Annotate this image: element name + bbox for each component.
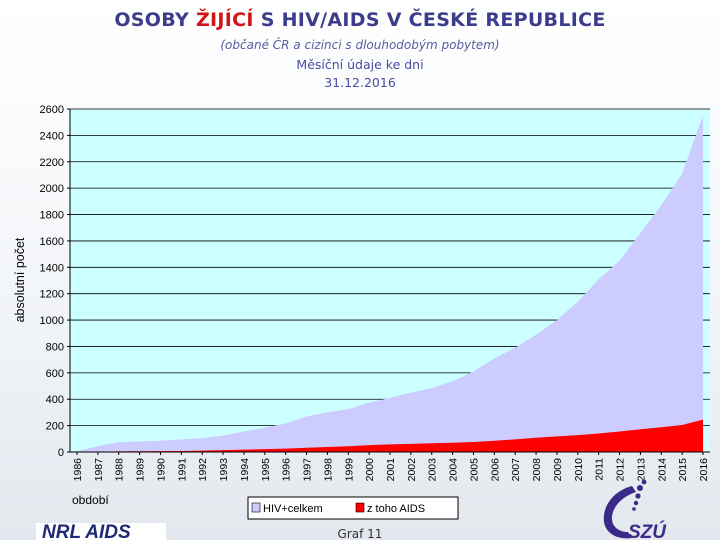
title-part1: OSOBY xyxy=(114,9,196,31)
x-tick-label: 2010 xyxy=(573,458,585,482)
y-tick-label: 1400 xyxy=(40,262,64,274)
x-tick-label: 1986 xyxy=(72,458,84,482)
aids-area xyxy=(77,419,703,452)
nrl-aids-logo: NRL AIDS xyxy=(36,523,166,540)
x-tick-label: 2014 xyxy=(656,458,668,482)
chart-title: OSOBY ŽIJÍCÍ S HIV/AIDS V ČESKÉ REPUBLIC… xyxy=(0,9,720,31)
x-tick-label: 2002 xyxy=(406,458,418,482)
hiv-total-area xyxy=(77,115,703,452)
y-tick-label: 0 xyxy=(58,447,64,459)
x-tick-label: 1999 xyxy=(343,458,355,482)
x-tick-label: 2000 xyxy=(364,458,376,482)
legend-swatch-hiv xyxy=(251,502,261,513)
nrl-aids-text: NRL AIDS xyxy=(42,523,131,540)
x-tick-label: 1996 xyxy=(281,458,293,482)
x-tick-label: 1997 xyxy=(302,458,314,482)
y-tick-label: 1200 xyxy=(40,289,64,301)
y-tick-label: 2600 xyxy=(40,104,64,116)
x-tick-label: 1993 xyxy=(218,458,230,482)
x-tick-label: 1990 xyxy=(155,458,167,482)
y-tick-label: 1000 xyxy=(40,315,64,327)
y-tick-label: 2000 xyxy=(40,183,64,195)
x-tick-label: 1998 xyxy=(322,458,334,482)
legend-label-hiv: HIV+celkem xyxy=(263,503,323,515)
title-part3: S HIV/AIDS V ČESKÉ REPUBLICE xyxy=(253,9,606,31)
x-tick-label: 2004 xyxy=(448,458,460,482)
y-tick-label: 1600 xyxy=(40,236,64,248)
y-axis-label: absolutní počet xyxy=(13,237,27,322)
y-tick-label: 2400 xyxy=(40,130,64,142)
chart-subtitle: (občané ČR a cizinci s dlouhodobým pobyt… xyxy=(220,38,500,52)
x-tick-label: 2016 xyxy=(698,458,710,482)
date-caption: Měsíční údaje ke dni xyxy=(296,57,424,72)
x-tick-label: 2006 xyxy=(489,458,501,482)
y-tick-label: 600 xyxy=(46,368,64,380)
x-tick-label: 1989 xyxy=(135,458,147,482)
x-tick-label: 2003 xyxy=(427,458,439,482)
graph-number: Graf 11 xyxy=(337,527,383,541)
x-tick-label: 1992 xyxy=(197,458,209,482)
y-tick-label: 2200 xyxy=(40,157,64,169)
x-tick-label: 1994 xyxy=(239,458,251,482)
szu-logo: SZÚ xyxy=(603,479,667,540)
legend: HIV+celkem z toho AIDS xyxy=(247,496,459,520)
legend-swatch-aids xyxy=(355,502,365,513)
y-tick-label: 1800 xyxy=(40,210,64,222)
x-tick-label: 2001 xyxy=(385,458,397,482)
title-highlight: ŽIJÍCÍ xyxy=(195,9,254,31)
y-tick-label: 400 xyxy=(46,394,64,406)
x-tick-label: 2007 xyxy=(510,458,522,482)
x-tick-label: 2015 xyxy=(677,458,689,482)
x-tick-label: 1988 xyxy=(114,458,126,482)
date-value: 31.12.2016 xyxy=(324,75,396,90)
x-tick-label: 2008 xyxy=(531,458,543,482)
x-tick-label: 1991 xyxy=(176,458,188,482)
y-tick-label: 800 xyxy=(46,341,64,353)
szu-logo-text: SZÚ xyxy=(628,521,667,540)
x-tick-label: 1987 xyxy=(93,458,105,482)
x-tick-label: 1995 xyxy=(260,458,272,482)
x-axis-label: období xyxy=(72,493,109,507)
szu-logo-icon xyxy=(603,479,647,539)
y-tick-label: 200 xyxy=(46,421,64,433)
legend-label-aids: z toho AIDS xyxy=(367,503,425,515)
x-tick-label: 2013 xyxy=(635,458,647,482)
x-tick-label: 2009 xyxy=(552,458,564,482)
legend-box xyxy=(247,496,459,520)
x-tick-label: 2012 xyxy=(615,458,627,482)
x-tick-label: 2011 xyxy=(594,458,606,481)
x-tick-label: 2005 xyxy=(468,458,480,482)
